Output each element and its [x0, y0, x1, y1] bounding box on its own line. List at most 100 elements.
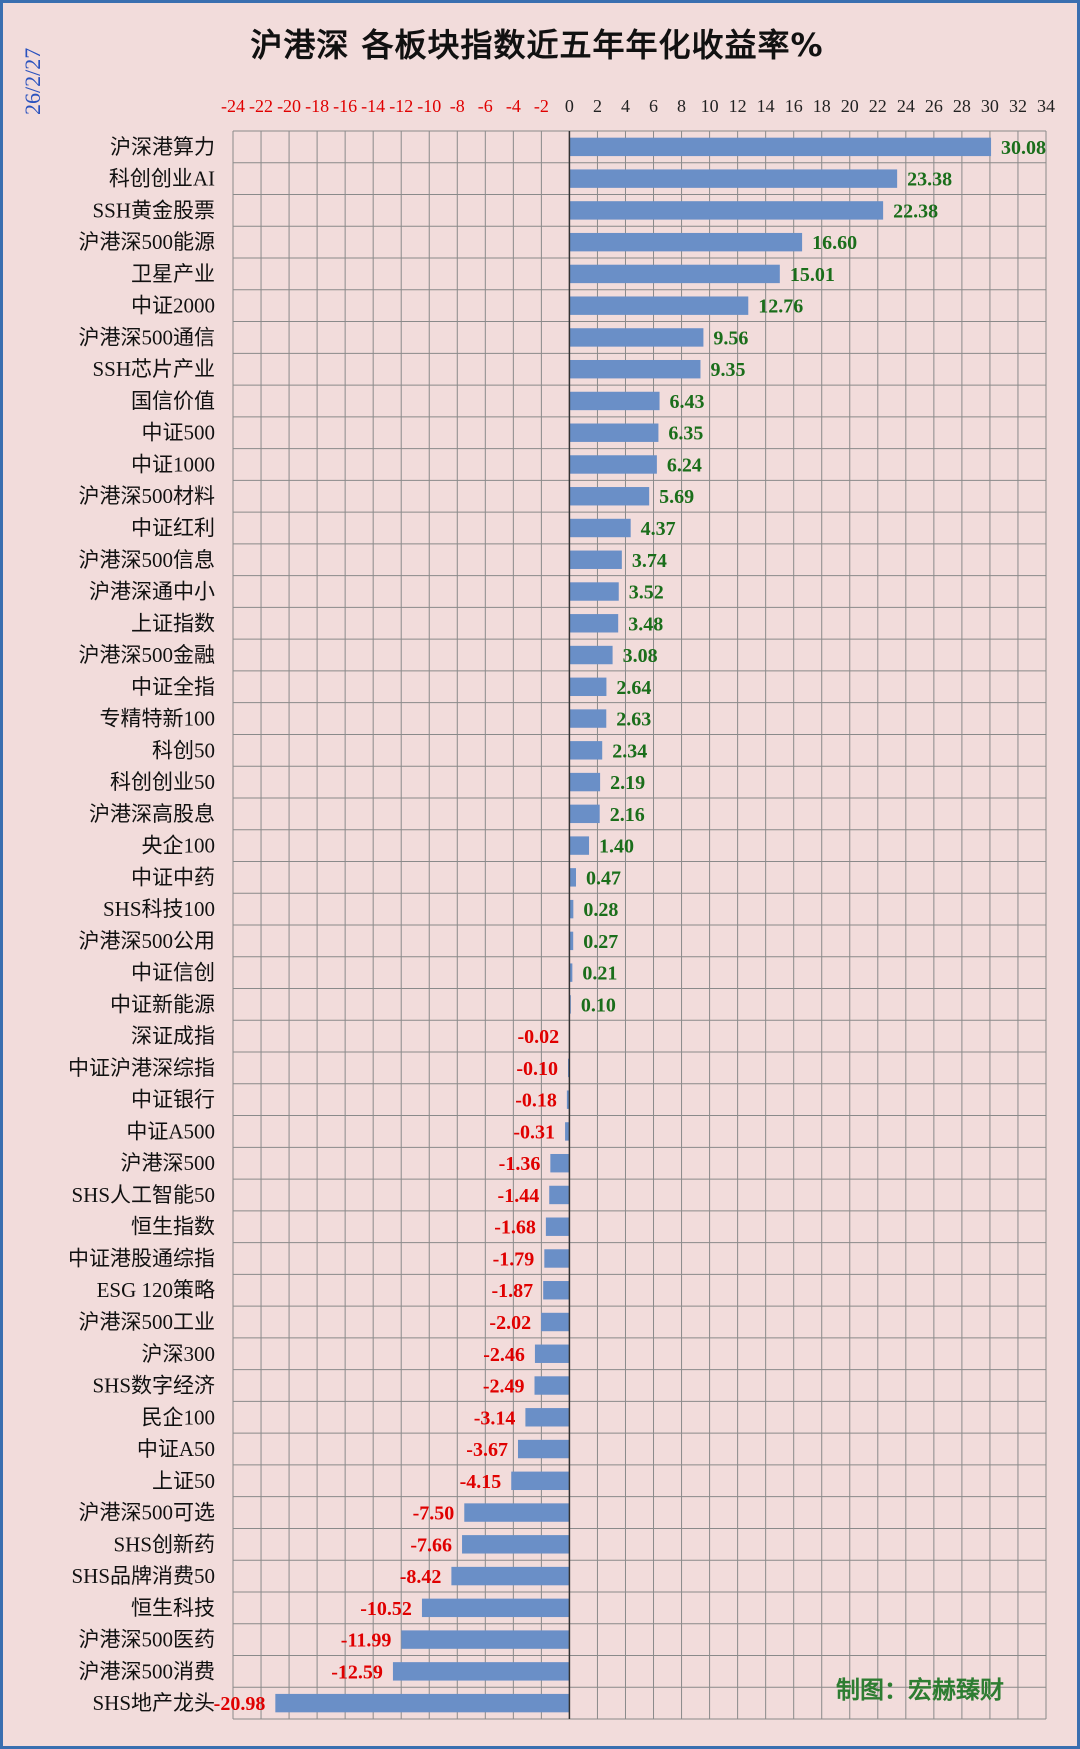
- bar: [569, 963, 573, 982]
- category-label: 中证信创: [131, 961, 215, 985]
- data-label: 2.19: [610, 772, 645, 794]
- bar: [569, 868, 577, 887]
- data-label: -20.98: [214, 1693, 266, 1715]
- bar: [569, 614, 619, 633]
- x-tick-label: -20: [277, 96, 301, 116]
- category-label: ESG 120策略: [97, 1278, 215, 1302]
- bar: [569, 359, 701, 379]
- data-label: 0.27: [583, 931, 618, 953]
- data-label: 15.01: [790, 264, 835, 286]
- category-label: SHS数字经济: [92, 1374, 215, 1398]
- x-tick-label: 28: [953, 96, 971, 116]
- data-label: -3.14: [474, 1407, 516, 1429]
- category-label: SSH黄金股票: [92, 198, 215, 222]
- bar: [569, 899, 574, 919]
- x-tick-label: -6: [478, 96, 493, 116]
- x-tick-label: 14: [757, 96, 775, 116]
- bar: [569, 836, 590, 855]
- data-label: 2.34: [612, 740, 647, 762]
- data-label: 2.63: [616, 709, 651, 731]
- bar: [569, 296, 749, 315]
- category-label: 沪港深500通信: [79, 325, 216, 349]
- bar: [534, 1376, 570, 1395]
- bar: [569, 677, 607, 697]
- data-label: 6.24: [667, 454, 702, 476]
- bar: [569, 772, 601, 792]
- category-label: 沪港深500: [121, 1151, 216, 1175]
- data-label: 6.43: [670, 391, 705, 413]
- category-label: 中证2000: [131, 294, 215, 318]
- category-label: 恒生指数: [131, 1215, 215, 1239]
- data-label: -7.50: [413, 1503, 455, 1525]
- category-label: 科创创业50: [110, 770, 215, 794]
- category-label: SHS地产龙头: [92, 1691, 215, 1715]
- category-label: 卫星产业: [131, 262, 215, 286]
- bar: [569, 328, 704, 347]
- bar: [569, 232, 803, 252]
- bar: [464, 1503, 570, 1522]
- bar: [569, 391, 660, 411]
- data-label: -2.49: [483, 1376, 525, 1398]
- data-label: 5.69: [659, 486, 694, 508]
- category-label: 沪深300: [142, 1342, 216, 1366]
- category-label: SHS创新药: [113, 1532, 215, 1556]
- data-label: 2.64: [616, 677, 651, 699]
- x-tick-label: -18: [305, 96, 329, 116]
- category-label: 沪港深通中小: [89, 580, 215, 604]
- category-label: 上证指数: [131, 611, 215, 635]
- bar: [569, 201, 884, 220]
- category-label: 沪港深500消费: [79, 1659, 216, 1683]
- bar: [569, 804, 600, 824]
- data-label: 0.10: [581, 994, 616, 1016]
- category-label: SHS人工智能50: [71, 1183, 215, 1207]
- data-label: 6.35: [668, 423, 703, 445]
- category-label: 中证沪港深综指: [68, 1056, 215, 1080]
- x-tick-label: 30: [981, 96, 999, 116]
- category-label: SSH芯片产业: [92, 357, 215, 381]
- category-label: SHS科技100: [103, 897, 215, 921]
- bar: [451, 1566, 570, 1586]
- category-label: SHS品牌消费50: [71, 1564, 215, 1588]
- x-tick-label: 0: [565, 96, 574, 116]
- category-label: 中证新能源: [110, 992, 215, 1016]
- category-label: 中证A50: [137, 1437, 215, 1461]
- data-label: 9.35: [710, 359, 745, 381]
- category-label: 深证成指: [131, 1024, 215, 1048]
- bar: [569, 264, 780, 284]
- bar: [569, 741, 603, 760]
- data-label: -1.79: [493, 1248, 535, 1270]
- x-tick-label: 26: [925, 96, 943, 116]
- bar: [569, 709, 607, 728]
- data-label: 9.56: [713, 327, 748, 349]
- data-label: -1.44: [498, 1185, 540, 1207]
- data-label: 2.16: [610, 804, 645, 826]
- data-label: 3.74: [632, 550, 667, 572]
- x-tick-label: 2: [593, 96, 602, 116]
- x-tick-label: 34: [1037, 96, 1055, 116]
- x-tick-label: -4: [506, 96, 521, 116]
- data-label: 22.38: [893, 200, 938, 222]
- bar: [421, 1598, 570, 1618]
- bar: [543, 1281, 570, 1300]
- x-tick-label: 18: [813, 96, 831, 116]
- x-tick-label: 10: [701, 96, 719, 116]
- data-label: -4.15: [460, 1471, 502, 1493]
- x-tick-label: 24: [897, 96, 915, 116]
- category-label: 专精特新100: [100, 707, 216, 731]
- x-tick-label: -8: [450, 96, 465, 116]
- category-label: 沪深港算力: [110, 135, 215, 159]
- data-label: -3.67: [466, 1439, 508, 1461]
- data-label: 12.76: [758, 296, 803, 318]
- bar: [511, 1471, 570, 1491]
- data-label: 3.08: [623, 645, 658, 667]
- data-label: 0.47: [586, 867, 621, 889]
- category-label: 沪港深高股息: [89, 802, 215, 826]
- bar: [462, 1535, 570, 1554]
- x-tick-label: 6: [649, 96, 658, 116]
- x-tick-label: 22: [869, 96, 887, 116]
- bar: [544, 1249, 570, 1268]
- x-tick-label: -14: [361, 96, 385, 116]
- bar: [569, 582, 619, 601]
- bar: [545, 1217, 570, 1236]
